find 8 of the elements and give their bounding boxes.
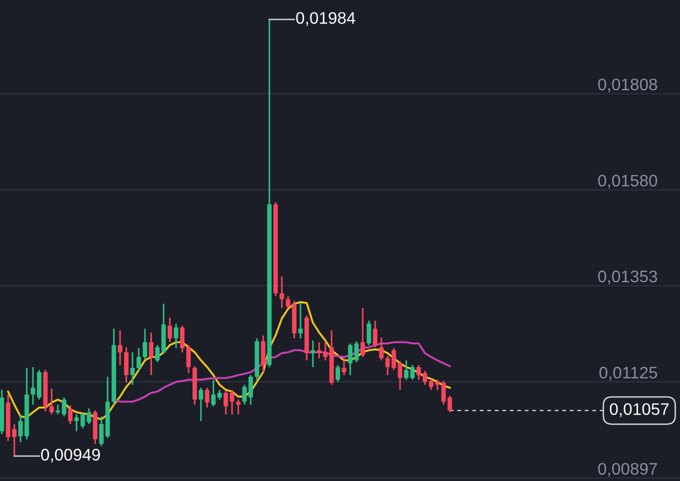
annotation: 0,00949 — [41, 448, 100, 463]
y-tick-label: 0,01580 — [598, 174, 658, 189]
y-tick-label: 0,00897 — [598, 462, 657, 477]
y-tick-label: 0,01125 — [599, 366, 658, 381]
y-tick-label: 0,01808 — [598, 78, 658, 92]
y-tick-label: 0,01353 — [598, 270, 658, 284]
ref-line-label: 0,01057 — [610, 403, 669, 417]
annotation: 0,01984 — [296, 12, 356, 26]
